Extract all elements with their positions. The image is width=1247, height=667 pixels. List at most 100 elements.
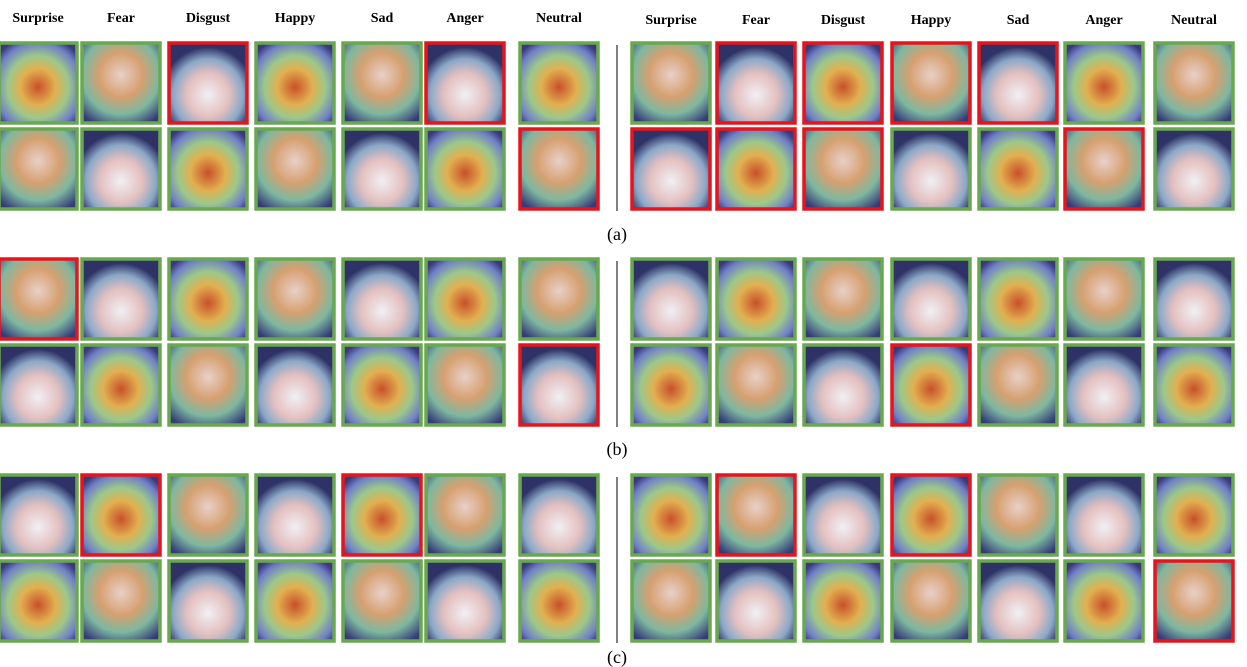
- panel-label: (a): [607, 224, 627, 245]
- heatmap-face: [977, 343, 1059, 427]
- column-header: Fear: [742, 13, 770, 28]
- heatmap-face: [630, 559, 712, 643]
- heatmap-face: [0, 343, 79, 427]
- heatmap-face: [167, 41, 249, 125]
- heatmap-face: [1153, 257, 1235, 341]
- column-header: Anger: [446, 11, 483, 26]
- heatmap-face: [802, 559, 884, 643]
- heatmap-face: [0, 257, 79, 341]
- heatmap-face: [802, 127, 884, 211]
- heatmap-face: [341, 41, 423, 125]
- heatmap-face: [1153, 473, 1235, 557]
- heatmap-face: [1063, 127, 1145, 211]
- heatmap-face: [1153, 41, 1235, 125]
- heatmap-face: [890, 257, 972, 341]
- heatmap-face: [1153, 559, 1235, 643]
- heatmap-face: [802, 257, 884, 341]
- panel-label: (b): [607, 439, 628, 460]
- column-header: Surprise: [645, 13, 696, 28]
- heatmap-face: [80, 559, 162, 643]
- heatmap-face: [518, 343, 600, 427]
- heatmap-face: [341, 343, 423, 427]
- heatmap-face: [167, 343, 249, 427]
- heatmap-face: [254, 257, 336, 341]
- heatmap-face: [715, 343, 797, 427]
- heatmap-face: [630, 473, 712, 557]
- heatmap-face: [1063, 559, 1145, 643]
- heatmap-face: [1063, 343, 1145, 427]
- heatmap-face: [167, 127, 249, 211]
- heatmap-face: [977, 473, 1059, 557]
- heatmap-face: [80, 343, 162, 427]
- heatmap-face: [802, 41, 884, 125]
- column-header: Neutral: [536, 11, 582, 26]
- heatmap-face: [254, 41, 336, 125]
- heatmap-face: [890, 41, 972, 125]
- heatmap-face: [1063, 41, 1145, 125]
- heatmap-face: [341, 127, 423, 211]
- heatmap-face: [715, 41, 797, 125]
- heatmap-face: [0, 41, 79, 125]
- heatmap-face: [341, 559, 423, 643]
- heatmap-face: [80, 41, 162, 125]
- heatmap-face: [518, 559, 600, 643]
- heatmap-face: [254, 343, 336, 427]
- column-header: Sad: [1007, 13, 1030, 28]
- heatmap-face: [0, 127, 79, 211]
- heatmap-face: [715, 559, 797, 643]
- heatmap-face: [424, 41, 506, 125]
- heatmap-face: [80, 473, 162, 557]
- heatmap-face: [630, 343, 712, 427]
- heatmap-face: [1153, 343, 1235, 427]
- heatmap-face: [890, 343, 972, 427]
- heatmap-face: [518, 127, 600, 211]
- heatmap-face: [518, 257, 600, 341]
- heatmap-face: [977, 559, 1059, 643]
- column-header: Happy: [911, 13, 951, 28]
- column-header: Sad: [371, 11, 394, 26]
- heatmap-face: [424, 343, 506, 427]
- heatmap-face: [80, 127, 162, 211]
- heatmap-face: [715, 127, 797, 211]
- column-header: Happy: [275, 11, 315, 26]
- heatmap-face: [0, 559, 79, 643]
- heatmap-face: [167, 257, 249, 341]
- heatmap-face: [518, 41, 600, 125]
- heatmap-face: [715, 257, 797, 341]
- heatmap-face: [802, 473, 884, 557]
- heatmap-face: [341, 473, 423, 557]
- heatmap-face: [1153, 127, 1235, 211]
- column-header: Surprise: [12, 11, 63, 26]
- heatmap-face: [802, 343, 884, 427]
- heatmap-face: [1063, 473, 1145, 557]
- heatmap-face: [424, 473, 506, 557]
- column-header: Disgust: [821, 13, 866, 28]
- heatmap-face: [167, 473, 249, 557]
- heatmap-face: [890, 559, 972, 643]
- heatmap-face: [424, 559, 506, 643]
- panel-label: (c): [607, 647, 627, 667]
- heatmap-face: [630, 257, 712, 341]
- heatmap-face: [254, 559, 336, 643]
- heatmap-face: [890, 127, 972, 211]
- heatmap-face: [424, 127, 506, 211]
- heatmap-face: [977, 257, 1059, 341]
- heatmap-face: [0, 473, 79, 557]
- heatmap-face: [518, 473, 600, 557]
- heatmap-face: [715, 473, 797, 557]
- heatmap-face: [167, 559, 249, 643]
- heatmap-face: [630, 127, 712, 211]
- heatmap-face: [341, 257, 423, 341]
- heatmap-face: [977, 127, 1059, 211]
- heatmap-face: [254, 127, 336, 211]
- column-header: Neutral: [1171, 13, 1217, 28]
- heatmap-face: [80, 257, 162, 341]
- column-header: Disgust: [186, 11, 231, 26]
- heatmap-face: [977, 41, 1059, 125]
- heatmap-face: [890, 473, 972, 557]
- heatmap-face: [630, 41, 712, 125]
- heatmap-face: [1063, 257, 1145, 341]
- heatmap-face: [424, 257, 506, 341]
